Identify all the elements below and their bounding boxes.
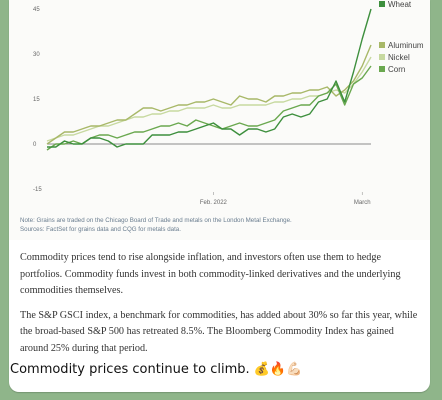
y-tick-label: 45 (33, 7, 40, 13)
message-caption: Commodity prices continue to climb. 💰🔥💪🏻 (10, 362, 303, 377)
commodity-chart: 45 30 15 0 -15 Feb. 2022 March Wheat Aluminum Nic… (9, 0, 430, 240)
y-tick-label: -15 (33, 187, 42, 193)
x-tick-label: March (354, 200, 371, 206)
y-tick-label: 30 (33, 52, 40, 58)
y-tick-label: 15 (33, 97, 40, 103)
message-bubble: 45 30 15 0 -15 Feb. 2022 March Wheat Aluminum Nic… (9, 0, 430, 392)
y-tick-label: 0 (33, 142, 37, 148)
series-line-wheat (47, 8, 372, 148)
note-line-1: Note: Grains are traded on the Chicago B… (20, 217, 292, 224)
legend-swatch (379, 66, 385, 72)
legend-label: Aluminum (388, 41, 424, 50)
legend-label: Corn (388, 65, 405, 74)
chart-note: Note: Grains are traded on the Chicago B… (20, 216, 380, 234)
article-paragraph-2: The S&P GSCI index, a benchmark for comm… (20, 309, 418, 354)
legend-swatch (379, 42, 385, 48)
article-paragraph-1: Commodity prices tend to rise alongside … (20, 252, 401, 296)
article-text: Commodity prices tend to rise alongside … (20, 250, 420, 365)
series-line-aluminum (46, 44, 372, 145)
legend-swatch (379, 54, 385, 60)
note-line-2: Sources: FactSet for grains data and CQG… (20, 226, 181, 233)
legend-label: Wheat (388, 0, 412, 9)
series-line-nickel (46, 56, 372, 142)
chart-svg: 45 30 15 0 -15 Feb. 2022 March Wheat Aluminum Nic… (33, 0, 424, 206)
x-tick-label: Feb. 2022 (200, 200, 228, 206)
legend-swatch (379, 1, 385, 7)
legend-label: Nickel (388, 53, 410, 62)
